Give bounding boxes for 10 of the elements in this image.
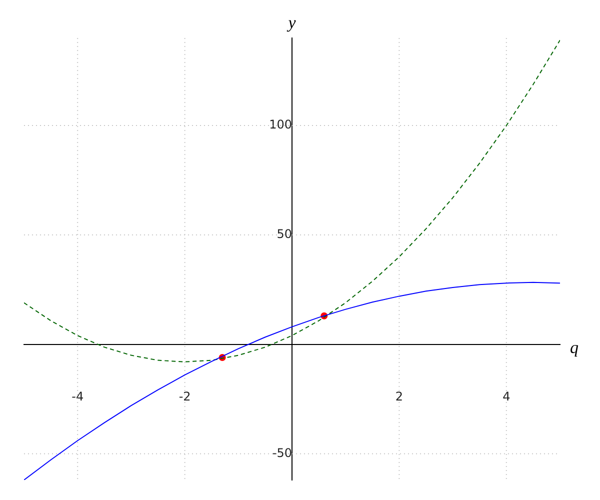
- y-tick-label: 100: [269, 118, 292, 132]
- x-tick-label: 2: [395, 390, 404, 404]
- x-axis-title: q: [570, 338, 579, 357]
- x-tick-label: -2: [178, 390, 191, 404]
- y-tick-label: -50: [272, 446, 292, 460]
- x-tick-label: 4: [502, 390, 510, 404]
- line-series: [24, 40, 560, 362]
- y-tick-label: 50: [276, 227, 292, 242]
- x-tick-label: -4: [72, 390, 84, 404]
- y-axis-title: y: [286, 12, 296, 32]
